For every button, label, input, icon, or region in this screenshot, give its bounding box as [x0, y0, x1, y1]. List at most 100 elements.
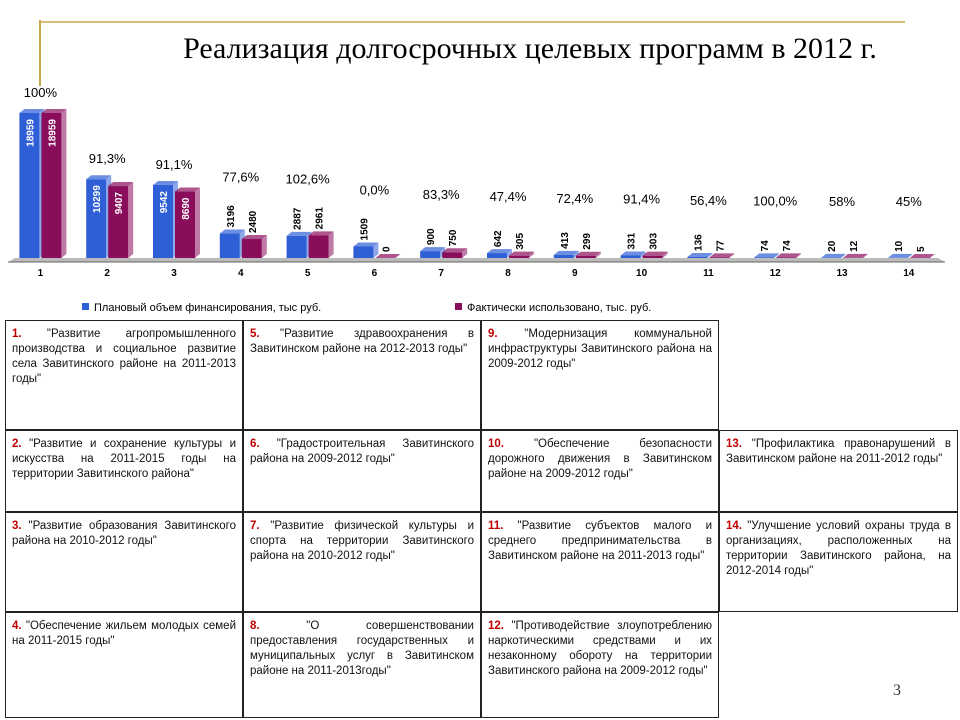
- program-name: "Профилактика правонарушений в Завитинск…: [726, 438, 951, 465]
- program-name: "Модернизация коммунальной инфраструктур…: [488, 328, 712, 370]
- table-cell: 13. "Профилактика правонарушений в Завит…: [719, 430, 958, 512]
- bar: [642, 255, 663, 258]
- bar: [286, 235, 307, 258]
- bar-top: [687, 252, 713, 257]
- bar-side: [462, 248, 468, 258]
- x-tick-label: 11: [703, 268, 714, 279]
- program-number: 1.: [12, 328, 22, 340]
- value-label: 20: [827, 240, 838, 252]
- legend-swatch: [82, 303, 89, 310]
- percent-label: 91,1%: [156, 157, 193, 172]
- bar-top: [108, 182, 134, 187]
- bar: [709, 257, 730, 258]
- bar-side: [328, 231, 334, 258]
- value-label: 331: [627, 232, 638, 249]
- program-number: 5.: [250, 328, 260, 340]
- bar-side: [128, 182, 134, 258]
- bar-side: [841, 253, 846, 258]
- bar-side: [261, 235, 267, 258]
- bar-top: [642, 251, 668, 256]
- value-label: 9407: [114, 192, 125, 215]
- value-label: 77: [715, 240, 726, 252]
- bar-side: [863, 253, 868, 258]
- x-tick-label: 7: [438, 268, 444, 279]
- value-label: 303: [649, 233, 660, 250]
- value-label: 0: [381, 246, 392, 252]
- program-name: "Развитие здравоохранения в Завитинском …: [250, 328, 474, 355]
- bar: [509, 255, 529, 258]
- x-tick-label: 10: [636, 268, 648, 279]
- x-tick-label: 5: [305, 268, 311, 279]
- percent-label: 91,4%: [623, 191, 660, 206]
- bar: [353, 246, 374, 258]
- bar: [442, 252, 463, 258]
- percent-label: 77,6%: [222, 170, 259, 185]
- program-number: 10.: [488, 438, 504, 450]
- x-tick-label: 4: [238, 268, 244, 279]
- bar-side: [662, 251, 668, 258]
- percent-label: 83,3%: [423, 187, 460, 202]
- value-label: 3196: [226, 205, 237, 228]
- bar-top: [553, 250, 579, 255]
- value-label: 10: [894, 240, 905, 252]
- bar-side: [707, 252, 713, 258]
- bar: [687, 256, 708, 258]
- bar-side: [573, 250, 579, 258]
- value-label: 900: [426, 228, 437, 245]
- program-number: 11.: [488, 520, 504, 532]
- bar-top: [153, 181, 178, 186]
- value-label: 9542: [159, 191, 170, 214]
- x-tick-label: 8: [505, 268, 511, 279]
- value-label: 18959: [47, 119, 58, 147]
- bar-side: [796, 253, 802, 258]
- bar: [241, 239, 262, 258]
- value-label: 74: [760, 240, 771, 252]
- program-name: "Улучшение условий охраны труда в органи…: [726, 520, 952, 577]
- program-name: "Развитие агропромышленного производства…: [12, 328, 236, 385]
- value-label: 136: [693, 234, 704, 251]
- value-label: 413: [560, 232, 571, 249]
- table-cell: 4. "Обеспечение жильем молодых семей на …: [5, 612, 243, 718]
- program-name: "Развитие образования Завитинского район…: [12, 520, 236, 547]
- bar: [86, 179, 107, 258]
- bar: [108, 186, 129, 258]
- x-tick-label: 6: [372, 268, 378, 279]
- percent-label: 58%: [829, 194, 855, 209]
- bar: [41, 113, 62, 258]
- table-cell: 14. "Улучшение условий охраны труда в ор…: [719, 512, 958, 612]
- value-label: 642: [493, 230, 504, 247]
- table-cell: 3. "Развитие образования Завитинского ра…: [5, 512, 243, 612]
- program-name: "Развитие физической культуры и спорта н…: [250, 520, 474, 562]
- program-name: "Градостроительная Завитинского района н…: [250, 438, 474, 465]
- table-cell: 11. "Развитие субъектов малого и среднег…: [481, 512, 719, 612]
- program-name: "О совершенствовании предоставления госу…: [250, 620, 474, 677]
- table-cell: 9. "Модернизация коммунальной инфраструк…: [481, 320, 719, 430]
- program-name: "Обеспечение безопасности дорожного движ…: [488, 438, 712, 480]
- bar-side: [195, 187, 200, 258]
- legend-swatch: [455, 303, 462, 310]
- bar-top: [286, 231, 312, 236]
- program-number: 14.: [726, 520, 742, 532]
- title: Реализация долгосрочных целевых программ…: [183, 32, 877, 65]
- bar-top: [620, 251, 646, 256]
- table-cell: 1. "Развитие агропромышленного производс…: [5, 320, 243, 430]
- program-number: 7.: [250, 520, 260, 532]
- bar-top: [575, 251, 601, 256]
- bar-top: [308, 231, 334, 236]
- bar: [153, 185, 173, 258]
- x-tick-label: 14: [903, 268, 915, 279]
- bar-top: [909, 253, 935, 258]
- bar-top: [86, 175, 112, 180]
- bar-side: [595, 251, 601, 258]
- bar-side: [774, 253, 780, 258]
- table-cell: 8. "О совершенствовании предоставления г…: [243, 612, 481, 718]
- bar-top: [887, 253, 913, 258]
- program-name: "Развитие субъектов малого и среднего пр…: [488, 520, 712, 562]
- percent-label: 102,6%: [286, 171, 331, 186]
- bar: [420, 251, 441, 258]
- value-label: 750: [448, 229, 459, 246]
- bar-side: [640, 251, 646, 258]
- bar-top: [487, 249, 512, 254]
- bar-top: [420, 247, 446, 252]
